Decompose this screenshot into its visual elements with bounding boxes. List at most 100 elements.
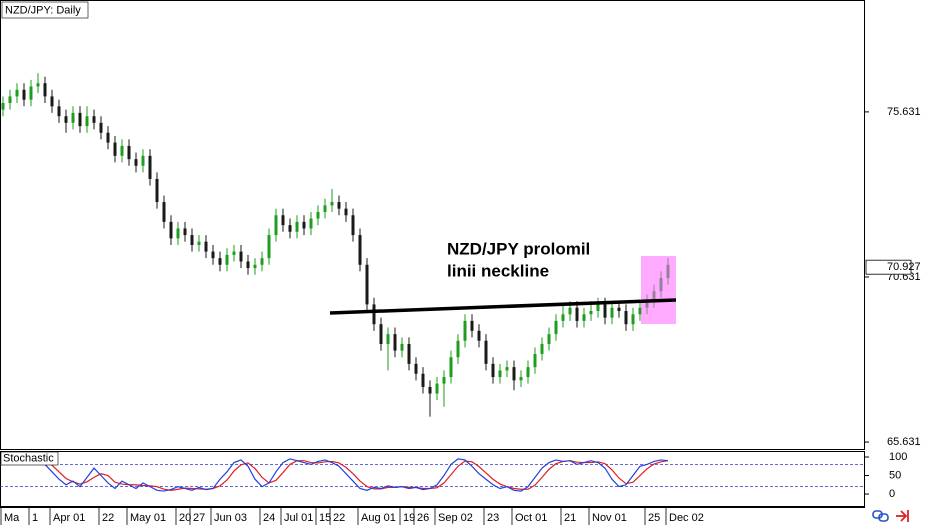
x-tick-label: 20 [179, 512, 191, 524]
candle-body [50, 96, 54, 107]
candle-body [29, 86, 33, 100]
candle-body [302, 221, 306, 229]
x-tick-label: Jul 01 [284, 512, 313, 524]
x-tick-label: Dec 02 [669, 512, 704, 524]
y-tick-label: 65.631 [887, 436, 921, 448]
candle-body [274, 215, 278, 236]
candle-body [155, 178, 159, 203]
candle-body [15, 89, 19, 97]
candle-body [428, 386, 432, 394]
candle-body [498, 370, 502, 378]
candle-body [57, 106, 61, 117]
x-tick-label: Apr 01 [53, 512, 85, 524]
candle-body [120, 145, 124, 156]
candle-body [190, 235, 194, 245]
x-tick-label: 23 [487, 512, 499, 524]
candle-body [36, 83, 40, 87]
candle-body [211, 251, 215, 259]
candle-body [386, 334, 390, 345]
indicator-line [2, 458, 669, 492]
indicator-y-tick-label: 50 [889, 469, 901, 481]
link-icon[interactable] [872, 510, 889, 522]
candle-body [134, 159, 138, 166]
candle-body [540, 344, 544, 354]
candle-body [204, 241, 208, 252]
x-tick-label: 21 [564, 512, 576, 524]
candle-body [288, 225, 292, 232]
candle-body [400, 344, 404, 351]
candle-body [533, 353, 537, 368]
candle-body [309, 218, 313, 229]
candle-body [568, 307, 572, 315]
annotation-line-1: NZD/JPY prolomil [447, 239, 590, 258]
candle-body [477, 330, 481, 341]
breakout-highlight [641, 256, 676, 324]
indicator-title: Stochastic [3, 452, 54, 464]
candle-body [631, 314, 635, 325]
candle-body [246, 261, 250, 269]
last-price-box [865, 259, 912, 275]
candle-body [92, 116, 96, 123]
neckline [329, 298, 677, 315]
x-tick-label: Jun 03 [214, 512, 247, 524]
candle-body [589, 311, 593, 315]
candle-body [78, 112, 82, 127]
x-tick-label: 25 [648, 512, 660, 524]
candle-body [148, 155, 152, 179]
candle-body [183, 228, 187, 236]
candle-body [8, 96, 12, 104]
candle-body [442, 377, 446, 384]
candle-body [141, 155, 145, 166]
candle-body [64, 116, 68, 123]
candle-body [596, 304, 600, 312]
x-tick-label: 19 [403, 512, 415, 524]
candle-body [22, 89, 26, 100]
indicator-title-box [0, 451, 59, 466]
last-price-label: 70.927 [887, 261, 921, 273]
candle-body [337, 202, 341, 209]
candle-body [106, 132, 110, 143]
x-tick-label: Ma [4, 512, 20, 524]
candle-body [582, 314, 586, 321]
candle-body [344, 208, 348, 216]
x-tick-label: Nov 01 [592, 512, 627, 524]
candle-body [260, 258, 264, 265]
x-tick-label: Sep 02 [438, 512, 473, 524]
x-tick-label: May 01 [130, 512, 166, 524]
candle-body [281, 215, 285, 226]
indicator-panel-frame [0, 451, 865, 507]
candle-body [99, 122, 103, 133]
candle-body [519, 377, 523, 381]
indicator-y-tick-label: 0 [889, 488, 895, 500]
x-tick-label: 22 [333, 512, 345, 524]
candle-body [526, 367, 530, 378]
candle-body [1, 103, 5, 110]
candle-body [295, 221, 299, 232]
candle-body [162, 202, 166, 222]
candle-body [169, 221, 173, 239]
candle-body [71, 112, 75, 123]
x-tick-label: 1 [32, 512, 38, 524]
candle-body [85, 116, 89, 127]
candle-body [225, 254, 229, 265]
candle-body [554, 320, 558, 335]
x-tick-label: Aug 01 [361, 512, 396, 524]
candle-body [176, 228, 180, 239]
candle-body [421, 373, 425, 387]
candle-body [323, 205, 327, 212]
candle-body [253, 264, 257, 269]
x-tick-label: 24 [263, 512, 275, 524]
candle-body [316, 211, 320, 219]
candle-body [561, 314, 565, 321]
annotation-line-2: linii neckline [447, 261, 549, 280]
arrow-icon[interactable] [896, 510, 909, 522]
x-tick-label: 27 [193, 512, 205, 524]
main-panel-frame [0, 0, 865, 450]
candle-body [113, 142, 117, 156]
candle-body [624, 311, 628, 325]
candle-body [358, 235, 362, 265]
indicator-line [2, 459, 669, 491]
